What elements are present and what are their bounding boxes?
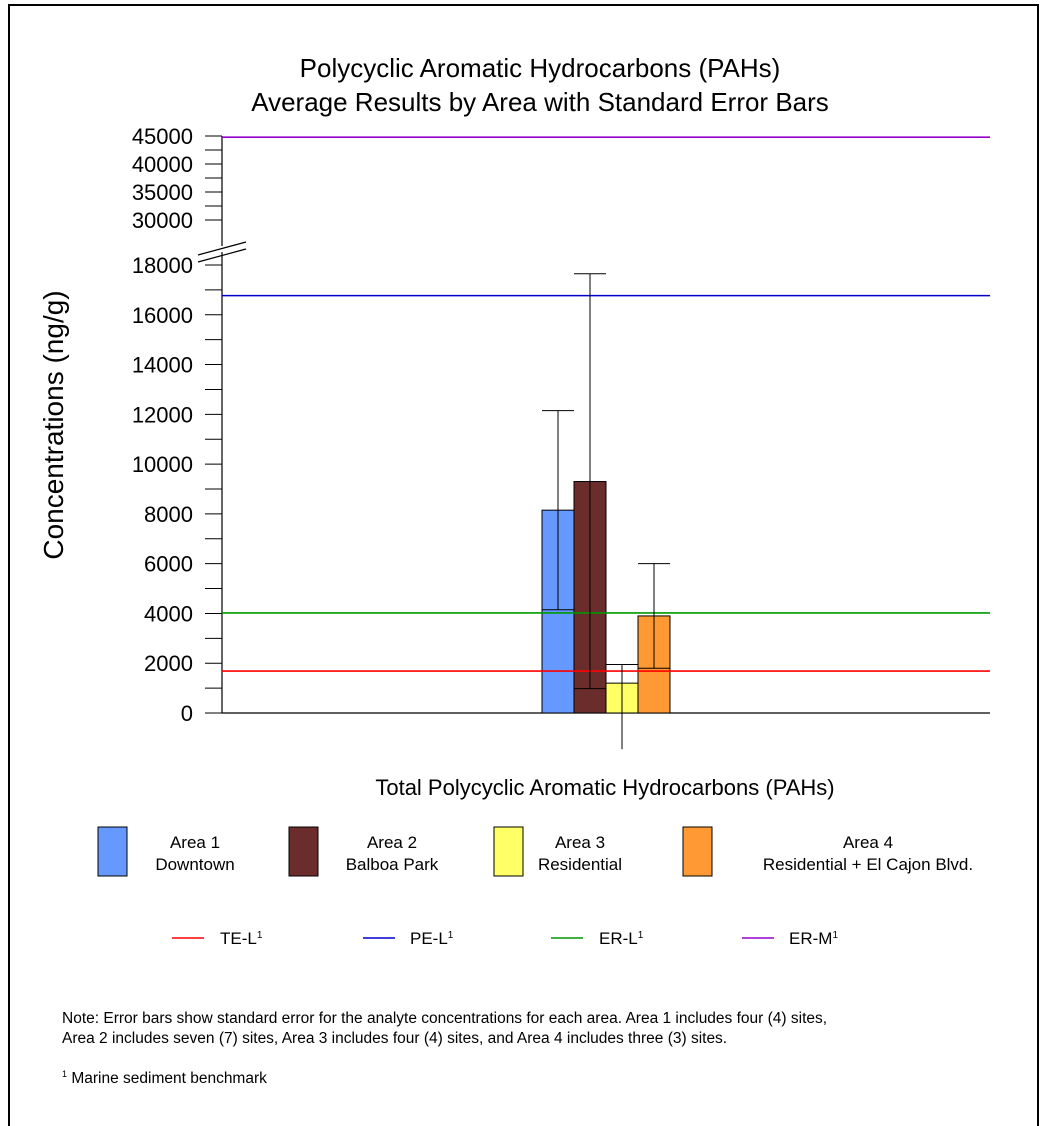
legend-label-area-3: Residential bbox=[538, 855, 622, 874]
x-axis-label: Total Polycyclic Aromatic Hydrocarbons (… bbox=[375, 775, 834, 800]
y-axis-label: Concentrations (ng/g) bbox=[38, 290, 69, 559]
y-tick-label: 40000 bbox=[132, 152, 193, 177]
y-tick-label: 0 bbox=[181, 701, 193, 726]
legend-swatch-area-3 bbox=[493, 826, 524, 877]
footnote: 1 Marine sediment benchmark bbox=[62, 1069, 267, 1088]
legend-label-er-l: ER-L1 bbox=[599, 929, 644, 948]
note-line-2: Area 2 includes seven (7) sites, Area 3 … bbox=[62, 1030, 728, 1047]
y-tick-label: 2000 bbox=[144, 651, 193, 676]
y-tick-label: 8000 bbox=[144, 502, 193, 527]
legend-label-pe-l: PE-L1 bbox=[410, 929, 454, 948]
legend-label-area-2: Area 2 bbox=[367, 833, 417, 852]
chart-frame bbox=[8, 4, 1039, 1126]
footnote-marker: 1 bbox=[62, 1069, 68, 1079]
y-tick-label: 35000 bbox=[132, 180, 193, 205]
legend-label-er-m: ER-M1 bbox=[789, 929, 838, 948]
y-tick-label: 45000 bbox=[132, 124, 193, 149]
y-tick-label: 18000 bbox=[132, 253, 193, 278]
legend-swatch-area-2 bbox=[288, 826, 319, 877]
legend-label-area-4: Area 4 bbox=[843, 833, 893, 852]
footnote-text: Marine sediment benchmark bbox=[67, 1070, 267, 1088]
chart-title-line-1: Polycyclic Aromatic Hydrocarbons (PAHs) bbox=[300, 53, 781, 83]
y-tick-label: 14000 bbox=[132, 353, 193, 378]
y-tick-label: 6000 bbox=[144, 552, 193, 577]
benchmark-superscript: 1 bbox=[832, 930, 838, 941]
y-tick-label: 12000 bbox=[132, 402, 193, 427]
benchmark-superscript: 1 bbox=[257, 930, 263, 941]
legend-label-area-1: Area 1 bbox=[170, 833, 220, 852]
note-line-1: Note: Error bars show standard error for… bbox=[62, 1010, 828, 1027]
y-tick-label: 16000 bbox=[132, 303, 193, 328]
legend-label-area-2: Balboa Park bbox=[346, 855, 439, 874]
legend-swatch-area-1 bbox=[97, 826, 128, 877]
axis-break-mark-2 bbox=[197, 248, 247, 263]
legend-label-area-1: Downtown bbox=[155, 855, 234, 874]
note-text: Note: Error bars show standard error for… bbox=[62, 1009, 1032, 1049]
y-tick-label: 10000 bbox=[132, 452, 193, 477]
benchmark-superscript: 1 bbox=[448, 930, 454, 941]
benchmark-superscript: 1 bbox=[638, 930, 644, 941]
legend-swatch-area-4 bbox=[682, 826, 713, 877]
y-tick-label: 4000 bbox=[144, 601, 193, 626]
chart-title-line-2: Average Results by Area with Standard Er… bbox=[251, 87, 829, 117]
axis-break-mark-1 bbox=[197, 241, 247, 256]
legend-label-te-l: TE-L1 bbox=[220, 929, 263, 948]
legend-label-area-4: Residential + El Cajon Blvd. bbox=[763, 855, 973, 874]
legend-label-area-3: Area 3 bbox=[555, 833, 605, 852]
y-tick-label: 30000 bbox=[132, 208, 193, 233]
